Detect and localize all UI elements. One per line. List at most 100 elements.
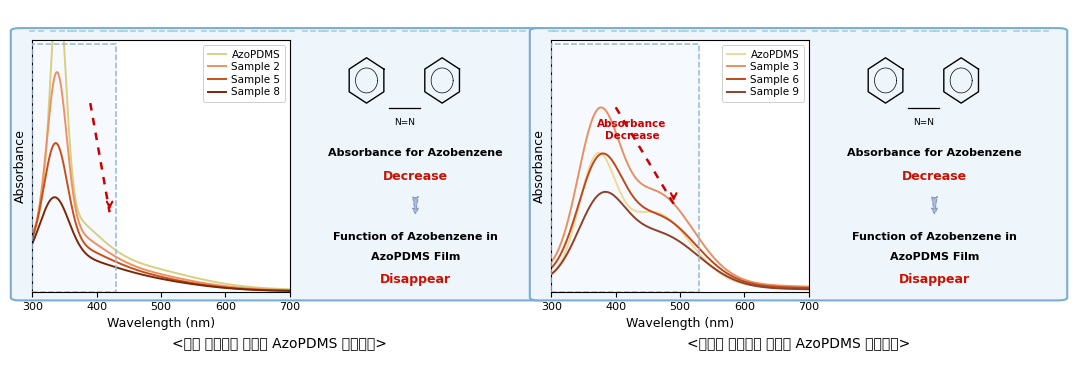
X-axis label: Wavelength (nm): Wavelength (nm) <box>107 317 216 330</box>
AzoPDMS <box>284 287 296 291</box>
Sample 6 <box>591 155 604 160</box>
Sample 5 <box>142 272 155 276</box>
Sample 8 <box>198 284 211 288</box>
Sample 2 <box>72 218 85 222</box>
Sample 9 <box>599 190 612 194</box>
Sample 5 <box>178 280 191 284</box>
Line: Sample 2: Sample 2 <box>32 72 290 290</box>
Line: Sample 8: Sample 8 <box>32 197 290 291</box>
Sample 6 <box>697 251 710 255</box>
Line: AzoPDMS: AzoPDMS <box>551 153 808 288</box>
Legend: AzoPDMS, Sample 2, Sample 5, Sample 8: AzoPDMS, Sample 2, Sample 5, Sample 8 <box>204 45 285 101</box>
Sample 9 <box>802 287 815 292</box>
Text: Absorbance
Decrease: Absorbance Decrease <box>597 119 666 141</box>
AzoPDMS <box>178 273 191 277</box>
Sample 9 <box>662 233 675 237</box>
Text: Decrease: Decrease <box>383 170 448 182</box>
AzoPDMS <box>198 278 211 282</box>
Sample 8 <box>142 274 155 278</box>
AzoPDMS <box>611 185 624 189</box>
Sample 6 <box>717 269 730 273</box>
Line: Sample 9: Sample 9 <box>551 192 808 289</box>
Bar <box>551 44 700 292</box>
X-axis label: Wavelength (nm): Wavelength (nm) <box>626 317 734 330</box>
Text: Function of Azobenzene in: Function of Azobenzene in <box>333 232 498 242</box>
Sample 5 <box>198 283 211 287</box>
Sample 6 <box>740 280 752 284</box>
AzoPDMS <box>593 151 606 155</box>
AzoPDMS <box>142 264 155 268</box>
Sample 3 <box>717 265 730 270</box>
Sample 9 <box>740 281 752 286</box>
AzoPDMS <box>697 256 710 261</box>
Line: Sample 6: Sample 6 <box>551 153 808 288</box>
Sample 8 <box>93 260 106 264</box>
Text: Decrease: Decrease <box>902 170 967 182</box>
Sample 3 <box>802 284 815 289</box>
Sample 3 <box>662 196 675 200</box>
Sample 5 <box>220 285 233 290</box>
Line: Sample 3: Sample 3 <box>551 107 808 287</box>
Text: N=N: N=N <box>913 118 934 127</box>
AzoPDMS <box>591 151 604 155</box>
Bar <box>32 44 116 292</box>
Sample 6 <box>611 168 624 172</box>
Text: <탄산화 환경에서 양생한 AzoPDMS 복합소재>: <탄산화 환경에서 양생한 AzoPDMS 복합소재> <box>687 336 910 350</box>
Sample 3 <box>544 260 557 264</box>
Sample 8 <box>284 289 296 293</box>
Legend: AzoPDMS, Sample 3, Sample 6, Sample 9: AzoPDMS, Sample 3, Sample 6, Sample 9 <box>722 45 804 101</box>
Sample 9 <box>544 272 557 276</box>
AzoPDMS <box>220 282 233 286</box>
Sample 2 <box>220 284 233 289</box>
AzoPDMS <box>93 234 106 239</box>
Text: Disappear: Disappear <box>379 273 451 286</box>
Sample 3 <box>591 108 604 112</box>
AzoPDMS <box>544 272 557 276</box>
Sample 9 <box>611 197 624 201</box>
Sample 3 <box>740 278 752 282</box>
Sample 2 <box>93 244 106 248</box>
Text: AzoPDMS Film: AzoPDMS Film <box>889 252 979 262</box>
Sample 6 <box>802 286 815 290</box>
AzoPDMS <box>72 210 85 214</box>
AzoPDMS <box>662 216 675 220</box>
Sample 8 <box>220 286 233 290</box>
Sample 5 <box>284 288 296 293</box>
Sample 5 <box>93 252 106 256</box>
Sample 6 <box>662 217 675 222</box>
Sample 8 <box>178 281 191 285</box>
Sample 2 <box>142 269 155 273</box>
Line: Sample 5: Sample 5 <box>32 143 290 291</box>
Sample 2 <box>198 281 211 285</box>
Sample 2 <box>26 234 39 238</box>
Line: AzoPDMS: AzoPDMS <box>32 0 290 289</box>
Bar <box>32 44 116 292</box>
Text: Absorbance for Azobenzene: Absorbance for Azobenzene <box>328 149 502 158</box>
AzoPDMS <box>740 282 752 286</box>
Y-axis label: Absorbance: Absorbance <box>14 129 27 203</box>
Sample 5 <box>50 141 63 145</box>
Sample 5 <box>72 229 85 234</box>
Sample 9 <box>717 272 730 277</box>
AzoPDMS <box>802 286 815 290</box>
Sample 3 <box>697 242 710 247</box>
Text: AzoPDMS Film: AzoPDMS Film <box>371 252 460 262</box>
Sample 3 <box>611 137 624 141</box>
Sample 6 <box>544 266 557 270</box>
Sample 8 <box>72 241 85 245</box>
Sample 2 <box>178 277 191 282</box>
Sample 5 <box>26 236 39 241</box>
Sample 3 <box>595 105 608 110</box>
Sample 9 <box>697 258 710 262</box>
Sample 9 <box>591 194 604 199</box>
Sample 2 <box>51 70 64 74</box>
Bar <box>551 44 700 292</box>
Text: N=N: N=N <box>393 118 415 127</box>
Sample 2 <box>284 288 296 292</box>
AzoPDMS <box>717 273 730 278</box>
Text: Absorbance for Azobenzene: Absorbance for Azobenzene <box>847 149 1022 158</box>
Sample 8 <box>26 241 39 246</box>
Text: Disappear: Disappear <box>899 273 970 286</box>
AzoPDMS <box>26 229 39 234</box>
Sample 8 <box>49 195 61 199</box>
